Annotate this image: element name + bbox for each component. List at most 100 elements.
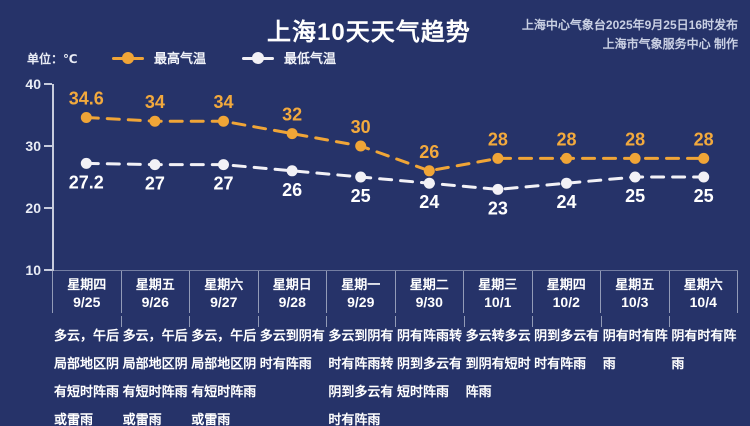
unit-label: 单位：℃ [27, 52, 78, 66]
weather-description: 多云，午后 局部地区阴 有短时阵雨 或雷雨 [54, 328, 120, 426]
weekday-label: 星期六 [683, 277, 723, 292]
y-tick-mark [44, 207, 52, 209]
y-tick-label: 40 [25, 76, 41, 92]
min-temp-point [423, 177, 435, 189]
max-temp-point [698, 152, 710, 164]
day-cell: 星期五 10/3 [601, 271, 670, 313]
date-label: 9/29 [347, 294, 375, 310]
max-temp-point [80, 111, 92, 123]
weather-description: 多云转多云 到阴有短时 阵雨 [463, 316, 533, 426]
max-temp-point [218, 115, 229, 127]
min-temp-point [355, 171, 367, 183]
max-temp-point [355, 140, 367, 152]
day-cell: 星期六 9/27 [190, 271, 259, 313]
max-temp-value-label: 34 [213, 92, 233, 112]
weather-description: 多云到阴有 时有阵雨 [257, 316, 327, 426]
day-cell: 星期四 9/25 [53, 271, 122, 313]
weather-description: 阴有时有阵 雨 [600, 316, 670, 426]
chart-legend: 最高气温 最低气温 [112, 48, 336, 67]
date-label: 9/27 [210, 294, 238, 310]
legend-item-min-temp: 最低气温 [242, 48, 336, 67]
y-tick: 20 [0, 201, 52, 215]
max-temp-line-icon [112, 51, 144, 64]
min-temp-value-label: 25 [625, 186, 645, 206]
date-label: 9/25 [73, 294, 101, 310]
publisher-line1: 上海中心气象台2025年9月25日16时发布 [521, 18, 738, 32]
weekday-label: 星期二 [409, 277, 449, 292]
max-temp-value-label: 28 [694, 129, 714, 149]
min-temp-point [561, 177, 572, 189]
day-cell: 星期五 9/26 [122, 271, 190, 313]
date-label: 10/3 [621, 294, 649, 310]
max-temp-point [561, 152, 572, 164]
weekday-label: 星期四 [67, 277, 107, 292]
max-temp-line [84, 115, 706, 173]
date-label: 10/1 [484, 294, 512, 310]
weather-description: 阴有阵雨转 阴到多云有 短时阵雨 [394, 316, 464, 426]
min-temp-value-label: 24 [556, 192, 576, 212]
day-cell: 星期四 10/2 [533, 271, 601, 313]
legend-label-max: 最高气温 [154, 51, 207, 66]
max-temp-point [423, 165, 435, 177]
y-tick: 40 [0, 77, 52, 91]
weekday-label: 星期日 [272, 277, 312, 292]
date-label: 10/2 [552, 294, 580, 310]
max-temp-value-label: 28 [556, 129, 576, 149]
max-temp-value-label: 34 [145, 92, 165, 112]
min-temp-point [149, 159, 161, 171]
day-cell: 星期日 9/28 [259, 271, 327, 313]
weather-description: 多云，午后 局部地区阴 有短时阵雨 或雷雨 [120, 316, 190, 426]
min-temp-point [80, 157, 92, 169]
min-temp-value-label: 27.2 [69, 172, 104, 192]
max-temp-value-label: 32 [282, 105, 302, 125]
max-temp-value-label: 26 [419, 142, 439, 162]
y-tick: 30 [0, 139, 52, 153]
y-axis [52, 84, 54, 271]
max-temp-point [492, 152, 504, 164]
day-cell: 星期二 9/30 [396, 271, 464, 313]
publisher-info: 上海中心气象台2025年9月25日16时发布 上海市气象服务中心 制作 [522, 16, 738, 54]
weekday-label: 星期六 [204, 277, 244, 292]
publisher-line2: 上海市气象服务中心 制作 [602, 37, 738, 51]
date-label: 10/4 [689, 294, 717, 310]
max-temp-value-label: 28 [625, 129, 645, 149]
min-temp-point [286, 165, 298, 177]
weekday-label: 星期三 [478, 277, 518, 292]
date-label: 9/26 [141, 294, 169, 310]
y-tick-mark [44, 83, 52, 85]
day-cell: 星期一 9/29 [327, 271, 396, 313]
weekday-label: 星期五 [135, 277, 175, 292]
min-temp-value-label: 24 [419, 192, 439, 212]
min-temp-point [492, 183, 504, 195]
weekday-label: 星期一 [341, 277, 381, 292]
weekday-label: 星期五 [615, 277, 655, 292]
day-cell: 星期六 10/4 [670, 271, 738, 313]
min-temp-line-icon [242, 51, 275, 64]
min-temp-line [84, 161, 706, 191]
min-temp-point [698, 171, 710, 183]
weather-description-row: 多云，午后 局部地区阴 有短时阵雨 或雷雨 多云，午后 局部地区阴 有短时阵雨 或… [52, 316, 738, 426]
min-temp-point [629, 171, 641, 183]
max-temp-value-label: 28 [488, 129, 508, 149]
min-temp-value-label: 27 [213, 174, 233, 194]
max-temp-point [149, 115, 161, 127]
weekday-label: 星期四 [546, 277, 586, 292]
y-tick-label: 10 [25, 262, 41, 278]
max-temp-value-label: 30 [351, 117, 371, 137]
legend-label-min: 最低气温 [284, 51, 337, 66]
max-temp-value-label: 34.6 [69, 88, 104, 108]
y-tick: 10 [0, 263, 52, 277]
day-cell: 星期三 10/1 [464, 271, 533, 313]
weather-description: 阴有时有阵 雨 [669, 316, 738, 426]
legend-item-max-temp: 最高气温 [112, 48, 206, 67]
min-temp-value-label: 26 [282, 180, 302, 200]
weather-description: 多云，午后 局部地区阴 有短时阵雨 或雷雨 [189, 316, 258, 426]
y-tick-mark [44, 145, 52, 147]
min-temp-value-label: 25 [351, 186, 371, 206]
min-temp-value-label: 23 [488, 198, 508, 218]
min-temp-point [218, 159, 229, 171]
page-title: 上海10天天气趋势 [267, 19, 471, 46]
min-temp-value-label: 25 [694, 186, 714, 206]
date-label: 9/30 [415, 294, 443, 310]
